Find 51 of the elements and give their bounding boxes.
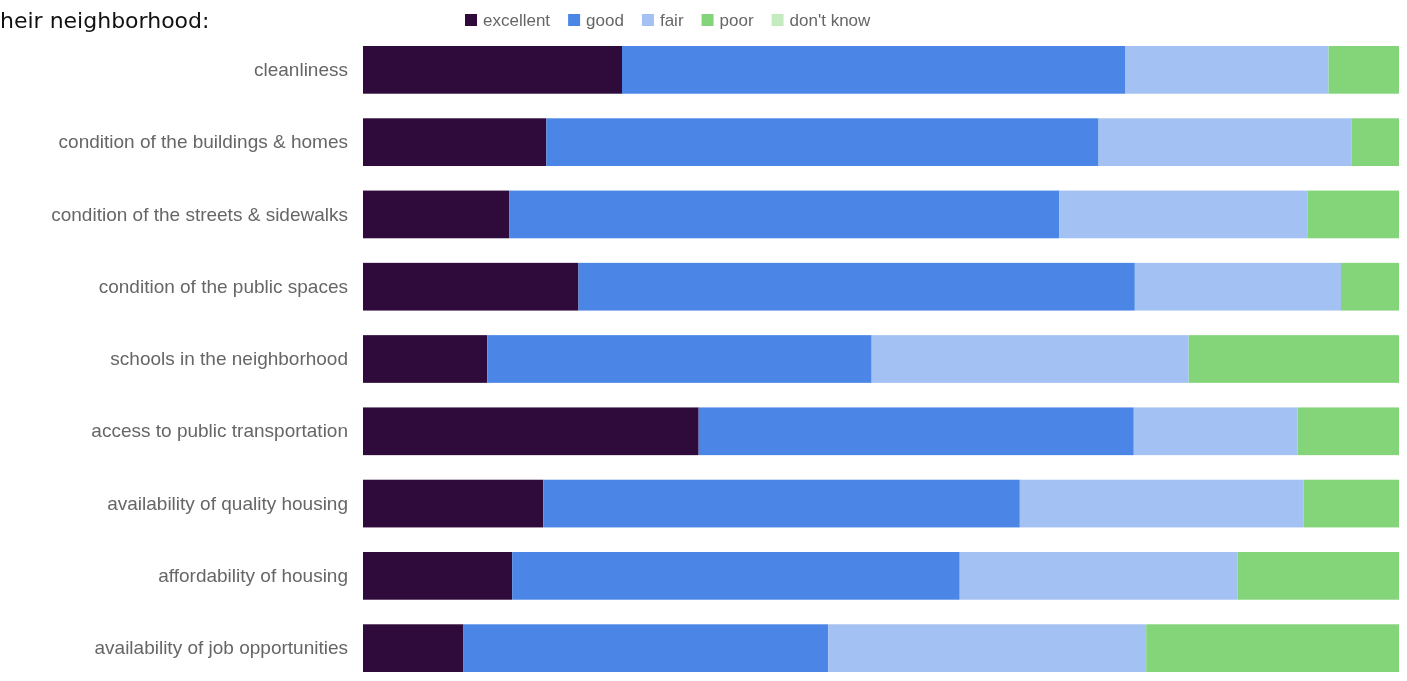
- bar: [1351, 118, 1399, 166]
- bar: [622, 46, 1126, 94]
- bar: [363, 552, 513, 600]
- legend-label: don't know: [789, 11, 872, 30]
- bar: [363, 190, 510, 239]
- bar: [363, 624, 464, 672]
- bar: [1237, 552, 1399, 600]
- y-tick-label: condition of the public spaces: [98, 275, 348, 297]
- bar: [1328, 46, 1399, 94]
- bar: [1146, 624, 1399, 672]
- y-tick-label: affordability of housing: [158, 564, 348, 586]
- bar: [487, 335, 872, 383]
- bar: [363, 335, 488, 383]
- legend-label: fair: [659, 11, 684, 30]
- bar: [363, 262, 579, 311]
- bar: [1125, 46, 1329, 94]
- bar: [1098, 118, 1352, 166]
- bar: [1019, 479, 1304, 528]
- bar: [463, 624, 829, 672]
- bar: [871, 335, 1189, 383]
- y-tick-label: cleanliness: [254, 58, 348, 80]
- y-tick-label: schools in the neighborhood: [110, 348, 348, 370]
- bar: [1340, 262, 1399, 311]
- bar: [1134, 262, 1341, 311]
- bar: [1133, 407, 1298, 456]
- bar: [363, 479, 544, 528]
- legend-label: poor: [719, 11, 754, 30]
- y-tick-label: condition of the buildings & homes: [58, 131, 348, 153]
- bar: [509, 190, 1060, 239]
- bar: [959, 552, 1238, 600]
- legend-label: good: [586, 11, 624, 30]
- y-tick-label: condition of the streets & sidewalks: [51, 203, 348, 225]
- bar: [363, 118, 547, 166]
- bar: [1303, 479, 1399, 528]
- bar: [1297, 407, 1399, 456]
- bar: [546, 118, 1099, 166]
- bar: [512, 552, 960, 600]
- bar: [363, 407, 699, 456]
- text: heir neighborhood:: [0, 8, 210, 33]
- bar: [828, 624, 1147, 672]
- y-tick-label: access to public transportation: [91, 420, 348, 442]
- bar: [1059, 190, 1308, 239]
- legend-label: excellent: [483, 11, 551, 30]
- bar: [1307, 190, 1399, 239]
- bar: [543, 479, 1020, 528]
- bar: [578, 262, 1135, 311]
- y-tick-label: availability of quality housing: [107, 492, 348, 514]
- bar: [1188, 335, 1399, 383]
- bar: [363, 46, 622, 94]
- y-tick-label: availability of job opportunities: [94, 637, 348, 659]
- bar: [698, 407, 1134, 456]
